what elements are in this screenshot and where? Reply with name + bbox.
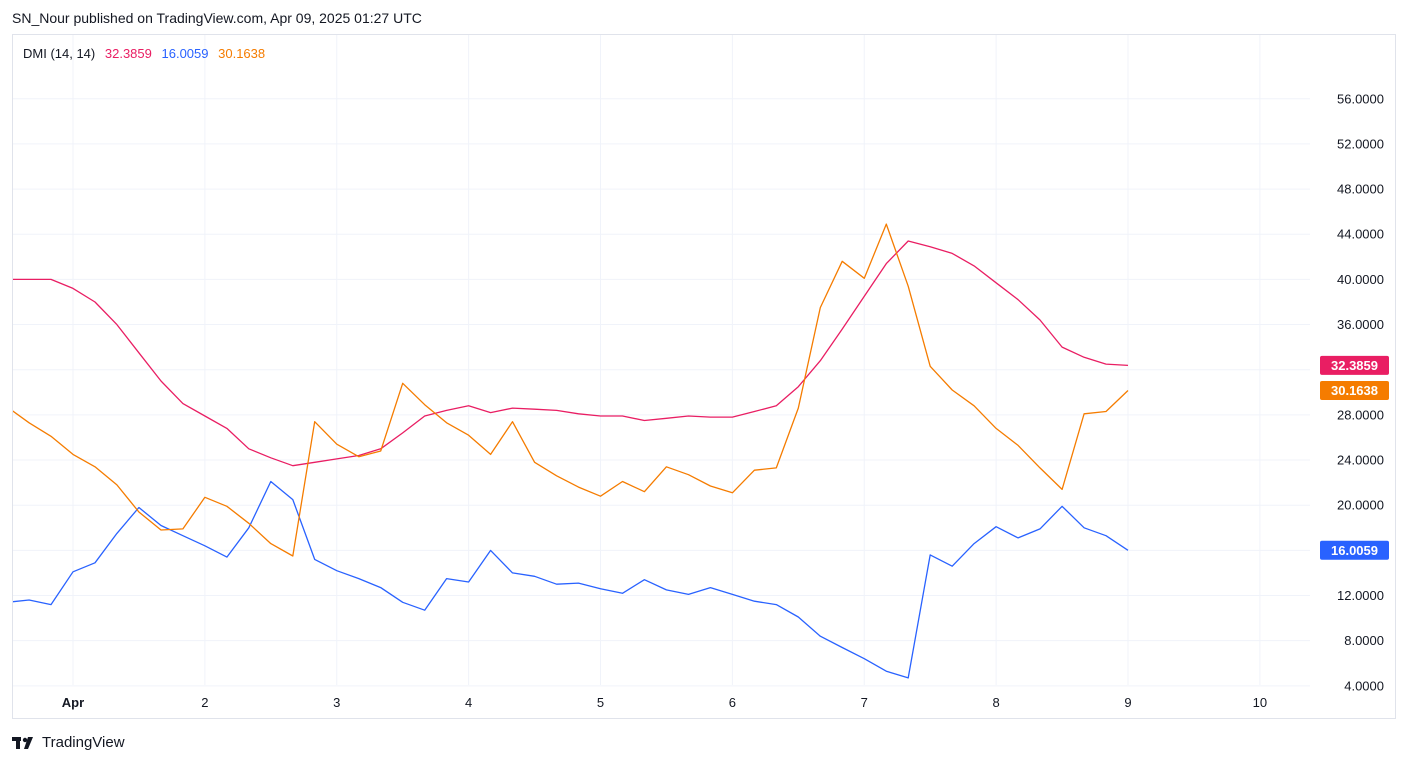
series-line-plusminus-di [13, 480, 1129, 679]
x-tick-label: 7 [861, 695, 868, 710]
x-tick-label: 2 [201, 695, 208, 710]
series-line-adx [13, 240, 1129, 467]
y-tick-label: 20.0000 [1337, 498, 1384, 513]
legend-minus-di-value: 30.1638 [218, 46, 266, 61]
y-tick-label: 44.0000 [1337, 227, 1384, 242]
legend-adx-value: 32.3859 [104, 46, 152, 61]
legend-plus-di-value: 16.0059 [161, 46, 209, 61]
y-tick-label: 48.0000 [1337, 182, 1384, 197]
last-value-badge [1320, 540, 1389, 560]
y-tick-label: 28.0000 [1337, 407, 1384, 422]
indicator-name: DMI (14, 14) [23, 46, 96, 61]
last-value-label: 30.1638 [1331, 383, 1378, 398]
last-value-label: 16.0059 [1331, 543, 1378, 558]
indicator-legend[interactable]: DMI (14, 14) 32.3859 16.0059 30.1638 [23, 46, 271, 61]
x-tick-label: 4 [465, 695, 472, 710]
x-tick-label: 8 [993, 695, 1000, 710]
footer-watermark[interactable]: TradingView [12, 734, 125, 751]
y-tick-label: 4.0000 [1344, 678, 1384, 693]
last-value-label: 32.3859 [1331, 358, 1378, 373]
y-tick-label: 24.0000 [1337, 453, 1384, 468]
y-tick-label: 52.0000 [1337, 136, 1384, 151]
last-value-badge [1320, 355, 1389, 375]
chart-pane[interactable] [12, 34, 1396, 719]
y-tick-label: 12.0000 [1337, 588, 1384, 603]
tradingview-brand: TradingView [42, 734, 125, 751]
x-tick-label: Apr [62, 695, 84, 710]
x-tick-label: 3 [333, 695, 340, 710]
publish-header: SN_Nour published on TradingView.com, Ap… [12, 10, 422, 26]
last-value-badge [1320, 380, 1389, 400]
series-line-minus-di [13, 223, 1129, 557]
x-tick-label: 6 [729, 695, 736, 710]
y-tick-label: 56.0000 [1337, 91, 1384, 106]
y-tick-label: 36.0000 [1337, 317, 1384, 332]
y-tick-label: 8.0000 [1344, 633, 1384, 648]
tradingview-logo-icon [12, 736, 33, 749]
x-tick-label: 10 [1253, 695, 1267, 710]
x-tick-label: 9 [1124, 695, 1131, 710]
y-tick-label: 40.0000 [1337, 272, 1384, 287]
x-tick-label: 5 [597, 695, 604, 710]
